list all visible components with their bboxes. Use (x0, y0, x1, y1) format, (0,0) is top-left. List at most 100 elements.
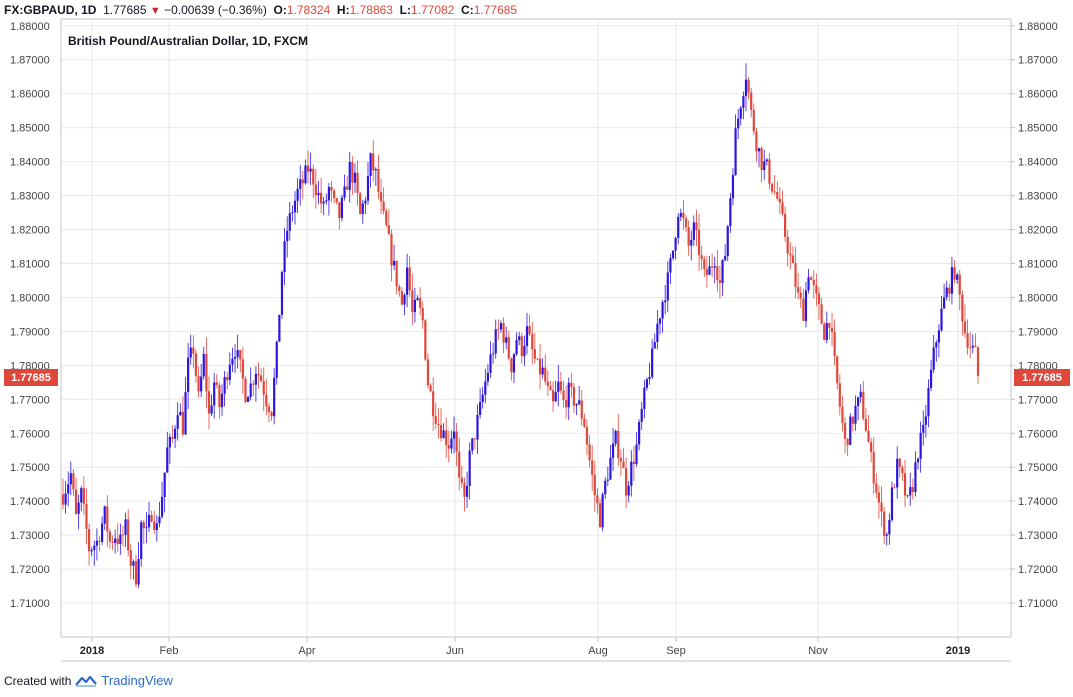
candle[interactable] (220, 384, 224, 416)
candle[interactable] (862, 380, 865, 421)
candle[interactable] (377, 155, 380, 200)
candle[interactable] (218, 382, 221, 419)
candle[interactable] (502, 317, 505, 354)
candle[interactable] (538, 344, 542, 390)
candle[interactable] (656, 309, 659, 350)
candle[interactable] (916, 457, 920, 470)
candle[interactable] (783, 206, 787, 242)
candle[interactable] (664, 284, 667, 315)
candle[interactable] (200, 363, 203, 398)
candle[interactable] (465, 471, 469, 509)
candle[interactable] (541, 358, 544, 379)
candle[interactable] (776, 181, 779, 201)
candle[interactable] (789, 242, 792, 270)
candle[interactable] (797, 272, 800, 300)
candle[interactable] (630, 450, 633, 497)
candle[interactable] (794, 246, 797, 299)
candle[interactable] (677, 213, 680, 245)
candle[interactable] (241, 347, 244, 394)
candle[interactable] (398, 284, 401, 297)
candle[interactable] (163, 472, 166, 513)
candle[interactable] (267, 402, 271, 423)
candle[interactable] (194, 349, 198, 383)
candle[interactable] (956, 272, 959, 284)
candle[interactable] (293, 191, 297, 225)
candle[interactable] (416, 295, 419, 302)
symbol-label[interactable]: FX:GBPAUD, 1D (4, 3, 97, 17)
candle[interactable] (614, 429, 617, 447)
candle[interactable] (411, 274, 414, 326)
candle[interactable] (114, 529, 117, 554)
candle[interactable] (770, 183, 774, 195)
candle[interactable] (129, 543, 132, 580)
candle[interactable] (823, 322, 826, 341)
candle[interactable] (351, 156, 354, 195)
candle[interactable] (69, 461, 72, 496)
candle[interactable] (74, 477, 78, 515)
candle[interactable] (896, 446, 899, 499)
candle[interactable] (166, 431, 169, 473)
candle[interactable] (429, 383, 432, 393)
candle[interactable] (687, 220, 690, 256)
candle[interactable] (906, 494, 909, 498)
candle[interactable] (150, 510, 153, 523)
candle[interactable] (260, 368, 263, 383)
candle[interactable] (387, 208, 390, 235)
candle[interactable] (932, 335, 935, 374)
candle[interactable] (87, 523, 91, 566)
candle[interactable] (265, 378, 268, 416)
candle[interactable] (385, 208, 388, 228)
candle[interactable] (346, 175, 349, 191)
candle[interactable] (622, 448, 625, 469)
candle[interactable] (755, 127, 758, 162)
candle[interactable] (140, 519, 143, 567)
candle[interactable] (468, 442, 471, 500)
candles[interactable] (61, 63, 980, 589)
candle[interactable] (288, 201, 291, 241)
candle[interactable] (499, 320, 503, 333)
candle[interactable] (966, 319, 969, 355)
candle[interactable] (192, 335, 195, 369)
candle[interactable] (638, 419, 641, 451)
candle[interactable] (596, 488, 599, 514)
candle[interactable] (570, 373, 573, 398)
candle[interactable] (721, 259, 724, 296)
candle[interactable] (327, 183, 330, 216)
candle[interactable] (478, 388, 482, 419)
candle[interactable] (648, 362, 651, 385)
candle[interactable] (549, 380, 552, 391)
candle[interactable] (651, 339, 654, 380)
candle[interactable] (643, 380, 646, 419)
candle[interactable] (61, 478, 65, 510)
candle[interactable] (374, 167, 377, 186)
candle[interactable] (280, 270, 284, 319)
candle[interactable] (413, 287, 417, 323)
candle[interactable] (708, 255, 711, 275)
candle[interactable] (406, 253, 409, 308)
candle[interactable] (353, 163, 357, 193)
candle[interactable] (392, 244, 396, 271)
candle[interactable] (661, 299, 664, 333)
candle[interactable] (390, 229, 393, 282)
candle[interactable] (551, 381, 555, 412)
candle[interactable] (544, 354, 547, 385)
candle[interactable] (877, 485, 881, 519)
candle[interactable] (210, 394, 213, 416)
candle[interactable] (437, 408, 440, 439)
candle[interactable] (737, 108, 740, 140)
candle[interactable] (103, 505, 106, 530)
candle[interactable] (207, 376, 211, 430)
candle[interactable] (927, 379, 930, 428)
candle[interactable] (583, 413, 586, 429)
candle[interactable] (854, 395, 857, 431)
candle[interactable] (760, 146, 763, 183)
candle[interactable] (945, 280, 948, 301)
candle[interactable] (546, 370, 549, 397)
candle[interactable] (228, 352, 231, 386)
candle[interactable] (64, 481, 67, 514)
candle[interactable] (90, 547, 93, 557)
candle[interactable] (432, 377, 435, 432)
candle[interactable] (585, 419, 589, 456)
candle[interactable] (82, 476, 85, 515)
candle[interactable] (168, 433, 171, 464)
